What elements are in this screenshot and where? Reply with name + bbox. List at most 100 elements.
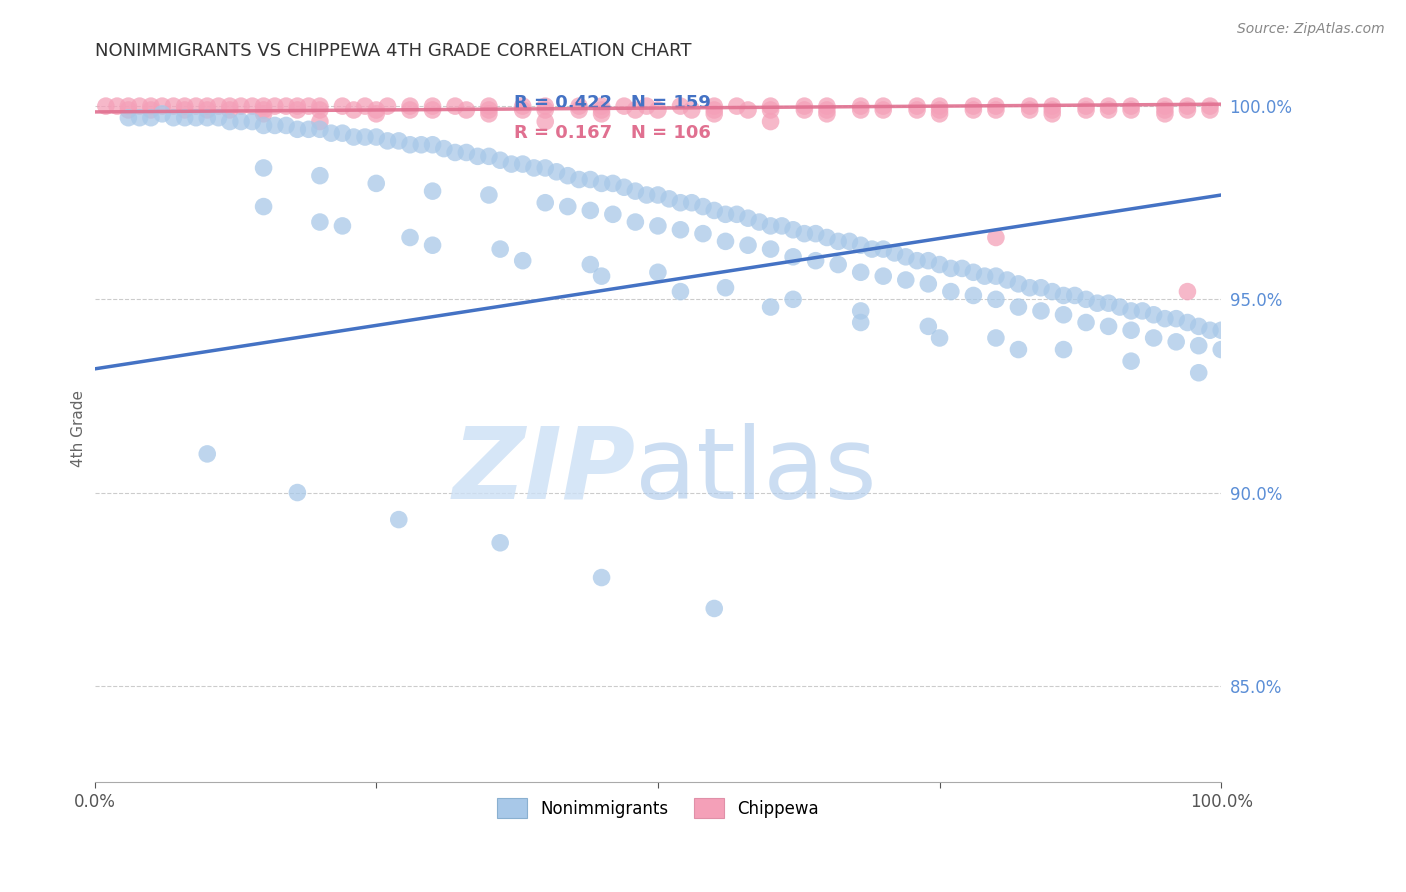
Point xyxy=(804,253,827,268)
Point xyxy=(591,103,613,117)
Point xyxy=(534,195,557,210)
Point xyxy=(568,172,591,186)
Point xyxy=(557,169,579,183)
Point xyxy=(1188,339,1211,353)
Point xyxy=(1074,103,1097,117)
Point xyxy=(263,119,285,133)
Point xyxy=(815,103,838,117)
Point xyxy=(195,447,218,461)
Point xyxy=(162,111,184,125)
Point xyxy=(703,107,725,121)
Point xyxy=(534,161,557,175)
Point xyxy=(759,114,782,128)
Point xyxy=(984,103,1007,117)
Point xyxy=(962,99,984,113)
Point xyxy=(759,219,782,233)
Point xyxy=(591,177,613,191)
Point xyxy=(1040,107,1063,121)
Point xyxy=(139,99,162,113)
Point xyxy=(703,601,725,615)
Point xyxy=(636,188,658,202)
Point xyxy=(309,114,332,128)
Point xyxy=(1018,103,1040,117)
Point xyxy=(366,177,388,191)
Point xyxy=(128,99,150,113)
Point xyxy=(950,261,973,276)
Point xyxy=(252,103,274,117)
Point xyxy=(1074,293,1097,307)
Point xyxy=(860,242,883,256)
Point xyxy=(928,258,950,272)
Point xyxy=(917,319,939,334)
Point xyxy=(793,103,815,117)
Text: atlas: atlas xyxy=(636,423,877,520)
Point xyxy=(207,99,229,113)
Point xyxy=(905,253,928,268)
Point xyxy=(1074,99,1097,113)
Point xyxy=(478,99,501,113)
Point xyxy=(184,111,207,125)
Point xyxy=(647,188,669,202)
Point xyxy=(309,99,332,113)
Point xyxy=(624,184,647,198)
Point xyxy=(467,149,489,163)
Point xyxy=(962,288,984,302)
Point xyxy=(240,114,263,128)
Point xyxy=(804,227,827,241)
Point xyxy=(905,99,928,113)
Point xyxy=(703,99,725,113)
Point xyxy=(207,111,229,125)
Point xyxy=(1040,285,1063,299)
Point xyxy=(759,242,782,256)
Point xyxy=(1040,99,1063,113)
Point xyxy=(399,99,422,113)
Point xyxy=(162,99,184,113)
Point xyxy=(827,258,849,272)
Point xyxy=(422,137,444,152)
Point xyxy=(377,99,399,113)
Point xyxy=(984,293,1007,307)
Point xyxy=(388,134,411,148)
Point xyxy=(939,261,962,276)
Point xyxy=(692,227,714,241)
Point xyxy=(962,103,984,117)
Point xyxy=(1007,343,1029,357)
Point xyxy=(218,103,240,117)
Y-axis label: 4th Grade: 4th Grade xyxy=(72,391,86,467)
Point xyxy=(252,161,274,175)
Point xyxy=(782,250,804,264)
Point xyxy=(377,134,399,148)
Point xyxy=(1097,296,1119,310)
Point xyxy=(658,192,681,206)
Point xyxy=(1018,99,1040,113)
Point xyxy=(793,99,815,113)
Point xyxy=(218,99,240,113)
Point xyxy=(1143,331,1166,345)
Point xyxy=(309,215,332,229)
Point xyxy=(557,200,579,214)
Point xyxy=(287,99,309,113)
Point xyxy=(962,265,984,279)
Point xyxy=(444,99,467,113)
Point xyxy=(782,293,804,307)
Point xyxy=(422,99,444,113)
Point xyxy=(1119,103,1142,117)
Point xyxy=(399,103,422,117)
Point xyxy=(568,99,591,113)
Point xyxy=(681,103,703,117)
Point xyxy=(489,242,512,256)
Point xyxy=(1029,281,1052,295)
Point xyxy=(928,107,950,121)
Point xyxy=(422,238,444,252)
Text: ZIP: ZIP xyxy=(453,423,636,520)
Point xyxy=(849,99,872,113)
Point xyxy=(195,111,218,125)
Point xyxy=(252,200,274,214)
Point xyxy=(770,219,793,233)
Point xyxy=(117,99,139,113)
Point xyxy=(613,180,636,194)
Point xyxy=(388,513,411,527)
Point xyxy=(523,161,546,175)
Point xyxy=(748,215,770,229)
Point xyxy=(624,103,647,117)
